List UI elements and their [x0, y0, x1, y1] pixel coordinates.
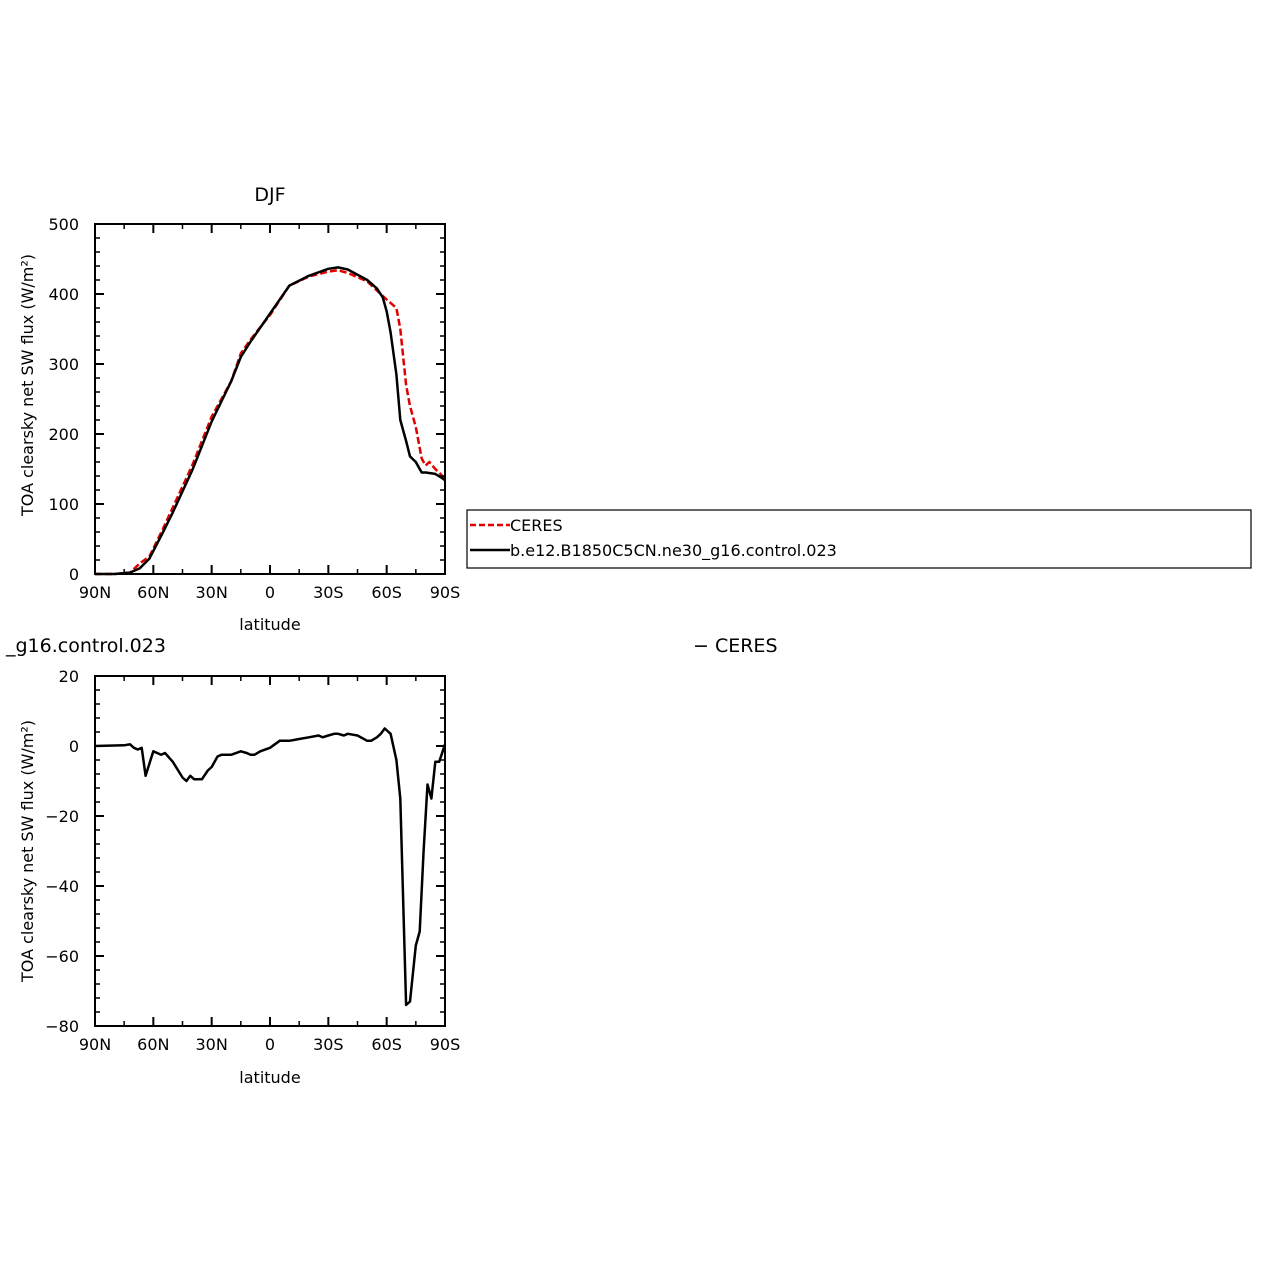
y-tick-label: 200: [48, 425, 79, 444]
x-tick-label: 30S: [313, 583, 344, 602]
y-tick-label: 0: [69, 737, 79, 756]
x-tick-label: 90S: [430, 1035, 461, 1054]
y-tick-label: −40: [45, 877, 79, 896]
x-axis-label: latitude: [239, 1068, 300, 1087]
panel-bottom: _g16.control.023 − CERES 90N 60N 30N 0 30S 60…: [5, 635, 778, 1087]
chart-title-right: − CERES: [693, 635, 778, 657]
y-tick-label: 100: [48, 495, 79, 514]
y-tick-label: 400: [48, 285, 79, 304]
x-tick-label: 90N: [79, 1035, 111, 1054]
y-tick-label: 0: [69, 565, 79, 584]
legend: CERES b.e12.B1850C5CN.ne30_g16.control.0…: [466, 509, 1252, 569]
x-tick-label: 60N: [137, 583, 169, 602]
y-axis-label: TOA clearsky net SW flux (W/m²): [18, 254, 37, 517]
x-tick-label: 0: [265, 1035, 275, 1054]
x-axis-label: latitude: [239, 615, 300, 634]
legend-label-ceres: CERES: [510, 516, 563, 535]
series-line-difference: [94, 727, 447, 1007]
chart-title: DJF: [254, 184, 285, 206]
series-line-b-e12-b1850c5cn-ne30-g16-control-023: [95, 266, 446, 576]
plot-frame: [94, 675, 446, 1027]
x-tick-label: 60N: [137, 1035, 169, 1054]
x-tick-label: 90S: [430, 583, 461, 602]
y-tick-label: −60: [45, 947, 79, 966]
plot-frame: [94, 223, 446, 575]
y-tick-label: 500: [48, 215, 79, 234]
y-tick-label: 300: [48, 355, 79, 374]
legend-label-model: b.e12.B1850C5CN.ne30_g16.control.023: [510, 541, 837, 561]
x-tick-label: 30N: [196, 583, 228, 602]
y-tick-label: −20: [45, 807, 79, 826]
x-tick-label: 90N: [79, 583, 111, 602]
legend-box: [466, 509, 1252, 569]
series-line-ceres: [95, 268, 446, 576]
x-tick-label: 60S: [371, 1035, 402, 1054]
chart-title-left: _g16.control.023: [5, 635, 166, 657]
x-tick-label: 30S: [313, 1035, 344, 1054]
y-tick-label: −80: [45, 1017, 79, 1036]
y-tick-label: 20: [59, 667, 79, 686]
x-tick-label: 0: [265, 583, 275, 602]
x-tick-label: 60S: [371, 583, 402, 602]
y-axis-label: TOA clearsky net SW flux (W/m²): [18, 720, 37, 983]
panel-top: DJF 90N 60N 30N 0 30S 60S 90S0100200300400500 …: [18, 184, 460, 634]
x-tick-label: 30N: [196, 1035, 228, 1054]
